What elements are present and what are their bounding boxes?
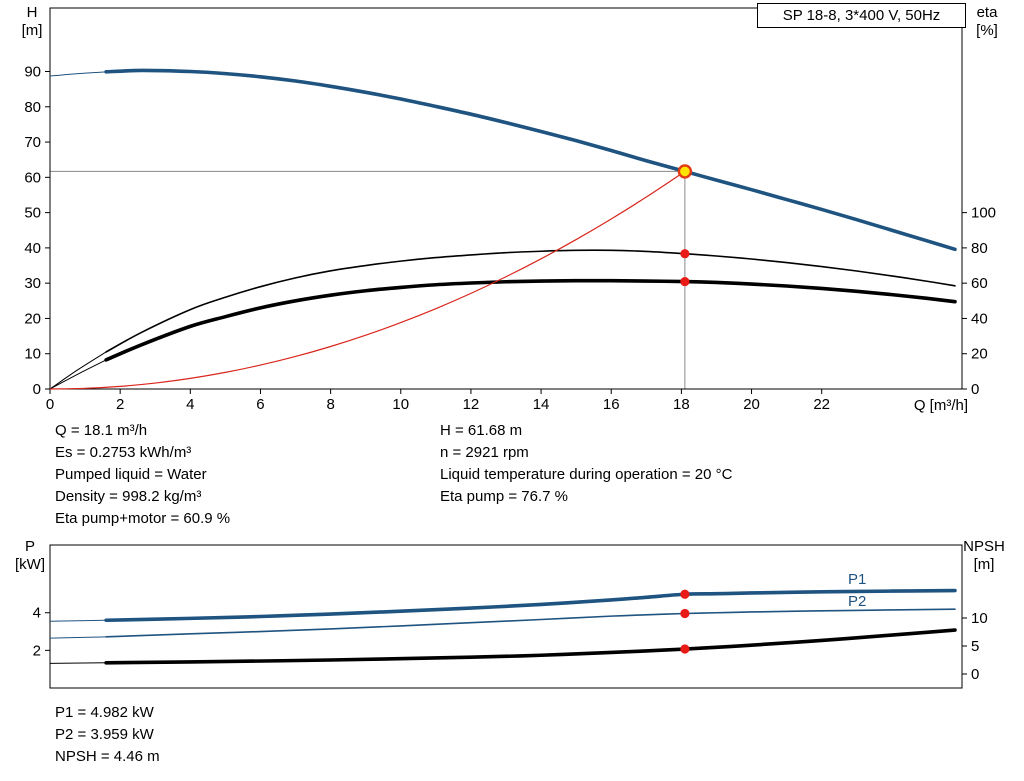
h-axis-title-unit: [m] xyxy=(21,22,43,39)
power-info-p1: P1 = 4.982 kW xyxy=(55,704,154,721)
eta-pump-motor-curve xyxy=(104,278,957,362)
x-tick-label: 12 xyxy=(463,396,480,413)
npsh-axis-title: NPSH [m] xyxy=(952,538,1016,574)
duty-dot-marker xyxy=(680,276,690,287)
y-right-tick-label: 5 xyxy=(971,638,979,655)
y-left-tick-label: 60 xyxy=(24,169,41,186)
duty-info-eta-total: Eta pump+motor = 60.9 % xyxy=(55,510,231,527)
y-left-tick-label: 0 xyxy=(33,381,41,398)
duty-info-es: Es = 0.2753 kWh/m³ xyxy=(55,444,192,461)
y-right-tick-label: 0 xyxy=(971,381,979,398)
y-right-tick-label: 10 xyxy=(971,610,988,627)
p1-series-label: P1 xyxy=(848,571,867,588)
y-left-tick-label: 70 xyxy=(24,134,41,151)
h-axis-title-symbol: H xyxy=(26,4,38,21)
y-left-tick-label: 10 xyxy=(24,346,41,363)
power-info: P1 = 4.982 kW P2 = 3.959 kW NPSH = 4.46 … xyxy=(55,702,160,768)
p2-curve-lead-in xyxy=(49,636,107,639)
x-tick-label: 8 xyxy=(326,396,334,413)
npsh-axis-title-unit: [m] xyxy=(973,556,995,573)
duty-info-speed: n = 2921 rpm xyxy=(440,444,529,461)
power-npsh-chart-plot: 2 4 0 5 10 xyxy=(33,544,988,689)
duty-dot-marker xyxy=(680,608,690,619)
x-tick-label: 16 xyxy=(603,396,620,413)
duty-info-temperature: Liquid temperature during operation = 20… xyxy=(440,466,733,483)
p1-curve xyxy=(104,588,957,623)
chart-frame xyxy=(49,544,963,689)
y-left-tick-label: 40 xyxy=(24,240,41,257)
p-axis-title-unit: [kW] xyxy=(15,556,45,573)
p1-curve-lead-in xyxy=(49,619,107,622)
y-right-tick-label: 100 xyxy=(971,205,996,222)
y-left-tick-label: 90 xyxy=(24,64,41,81)
y-right-tick-label: 20 xyxy=(971,346,988,363)
y-left-tick-label: 2 xyxy=(33,642,41,659)
duty-info-q: Q = 18.1 m³/h xyxy=(55,422,148,439)
hq-chart-plot: 0 2 4 6 8 10 12 14 16 18 20 22 0 10 20 30 40 50 60 70 80 90 0 2… xyxy=(24,7,996,413)
power-info-p2: P2 = 3.959 kW xyxy=(55,726,154,743)
power-info-npsh: NPSH = 4.46 m xyxy=(55,748,160,765)
npsh-curve-lead-in xyxy=(49,662,107,664)
y-left-tick-label: 4 xyxy=(33,605,41,622)
x-tick-label: 18 xyxy=(673,396,690,413)
h-axis-title: H [m] xyxy=(12,4,52,40)
duty-info-liquid: Pumped liquid = Water xyxy=(55,466,207,483)
y-right-tick-label: 60 xyxy=(971,275,988,292)
eta-axis-title: eta [%] xyxy=(964,4,1010,40)
y-left-tick-label: 30 xyxy=(24,275,41,292)
x-tick-label: 4 xyxy=(186,396,194,413)
duty-dot-marker xyxy=(680,644,690,654)
eta-pump-motor-curve-lead-in xyxy=(49,359,107,390)
y-right-tick-label: 0 xyxy=(971,666,979,683)
p-axis-title: P [kW] xyxy=(6,538,54,574)
npsh-curve xyxy=(104,628,957,665)
p2-series-label: P2 xyxy=(848,593,867,610)
duty-info-h: H = 61.68 m xyxy=(440,422,523,439)
x-tick-label: 6 xyxy=(256,396,264,413)
eta-axis-title-unit: [%] xyxy=(976,22,998,39)
eta-pump-curve xyxy=(105,249,956,353)
y-left-tick-label: 20 xyxy=(24,310,41,327)
q-axis-title: Q [m³/h] xyxy=(913,397,968,414)
duty-info-eta-pump: Eta pump = 76.7 % xyxy=(440,488,568,505)
duty-info-density: Density = 998.2 kg/m³ xyxy=(55,488,202,505)
x-tick-label: 14 xyxy=(533,396,550,413)
pump-designation-box: SP 18-8, 3*400 V, 50Hz xyxy=(757,3,966,28)
p2-curve xyxy=(105,608,956,638)
p-axis-title-symbol: P xyxy=(24,538,35,555)
x-tick-label: 20 xyxy=(743,396,760,413)
eta-pump-curve-lead-in xyxy=(49,351,107,390)
x-tick-label: 2 xyxy=(116,396,124,413)
y-right-tick-label: 40 xyxy=(971,310,988,327)
x-tick-label: 0 xyxy=(46,396,54,413)
x-tick-label: 10 xyxy=(392,396,409,413)
eta-axis-title-symbol: eta xyxy=(976,4,998,21)
duty-info-right: H = 61.68 m n = 2921 rpm Liquid temperat… xyxy=(440,420,732,508)
duty-info-left: Q = 18.1 m³/h Es = 0.2753 kWh/m³ Pumped … xyxy=(55,420,230,530)
head-curve xyxy=(104,68,957,252)
npsh-axis-title-symbol: NPSH xyxy=(963,538,1005,555)
duty-dot-marker xyxy=(680,249,690,259)
y-left-tick-label: 50 xyxy=(24,205,41,222)
x-tick-label: 22 xyxy=(813,396,830,413)
chart-frame xyxy=(49,7,963,390)
duty-dot-marker xyxy=(680,589,690,599)
y-right-tick-label: 80 xyxy=(971,240,988,257)
duty-point-marker xyxy=(677,164,693,179)
head-curve-lead-in xyxy=(49,71,107,77)
system-curve xyxy=(49,170,686,390)
y-left-tick-label: 80 xyxy=(24,99,41,116)
